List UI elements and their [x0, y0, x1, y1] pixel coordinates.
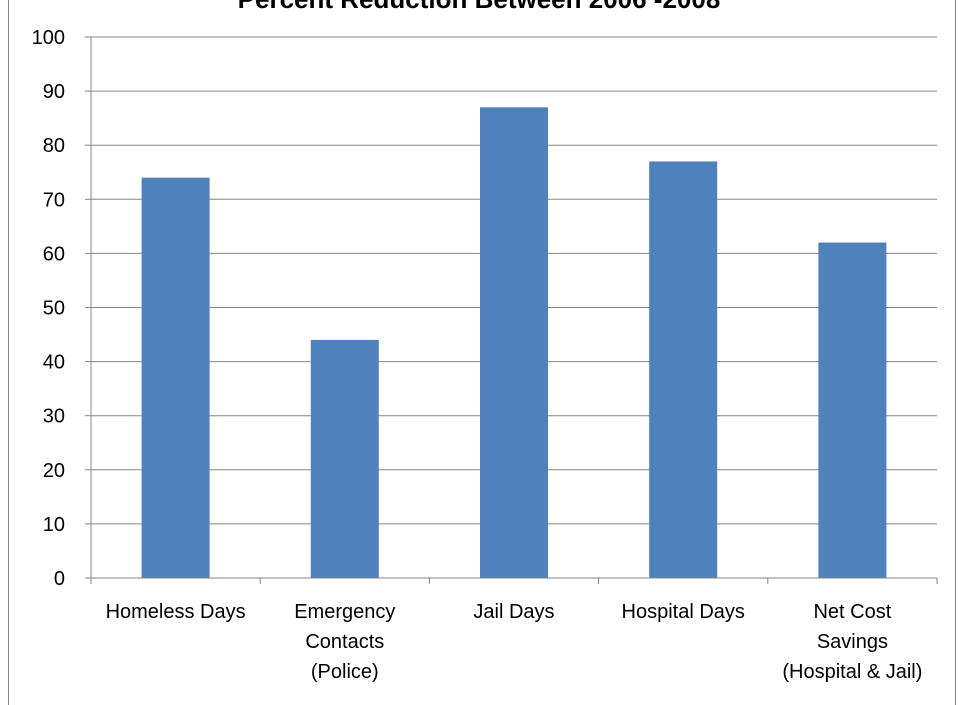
bars: [141, 107, 887, 578]
bar: [818, 242, 887, 578]
x-category-label: Emergency: [294, 601, 395, 623]
x-category-label: Contacts: [305, 631, 384, 653]
x-category-label: Homeless Days: [106, 601, 246, 623]
x-category-label: Savings: [817, 631, 888, 653]
y-tick-label: 10: [43, 514, 65, 536]
bar: [480, 107, 548, 578]
bar: [649, 161, 718, 578]
x-category-label: Net Cost: [813, 601, 891, 623]
y-tick-label: 70: [43, 189, 65, 211]
y-tick-label: 90: [43, 81, 65, 103]
y-tick-label: 80: [43, 135, 65, 157]
y-tick-labels: 0 10 20 30 40 50 60 70 80 90 100: [32, 27, 65, 590]
chart-title: Percent Reduction Between 2006 -2008: [0, 0, 958, 15]
y-tick-label: 40: [43, 352, 65, 374]
bar: [310, 339, 379, 578]
x-category-label: (Hospital & Jail): [782, 661, 922, 683]
y-tick-label: 60: [43, 243, 65, 265]
x-category-label: Hospital Days: [622, 601, 745, 623]
y-tick-label: 50: [43, 298, 65, 320]
x-category-labels: Homeless Days Emergency Contacts (Police) Ja…: [106, 601, 923, 683]
y-tick-label: 0: [54, 568, 65, 590]
x-category-label: Jail Days: [473, 601, 554, 623]
y-tick-label: 100: [32, 27, 65, 49]
bar: [141, 177, 210, 578]
y-tick-label: 30: [43, 406, 65, 428]
x-category-label: (Police): [311, 661, 379, 683]
axes: [90, 37, 938, 584]
chart-frame: [8, 0, 956, 705]
y-tick-label: 20: [43, 460, 65, 482]
